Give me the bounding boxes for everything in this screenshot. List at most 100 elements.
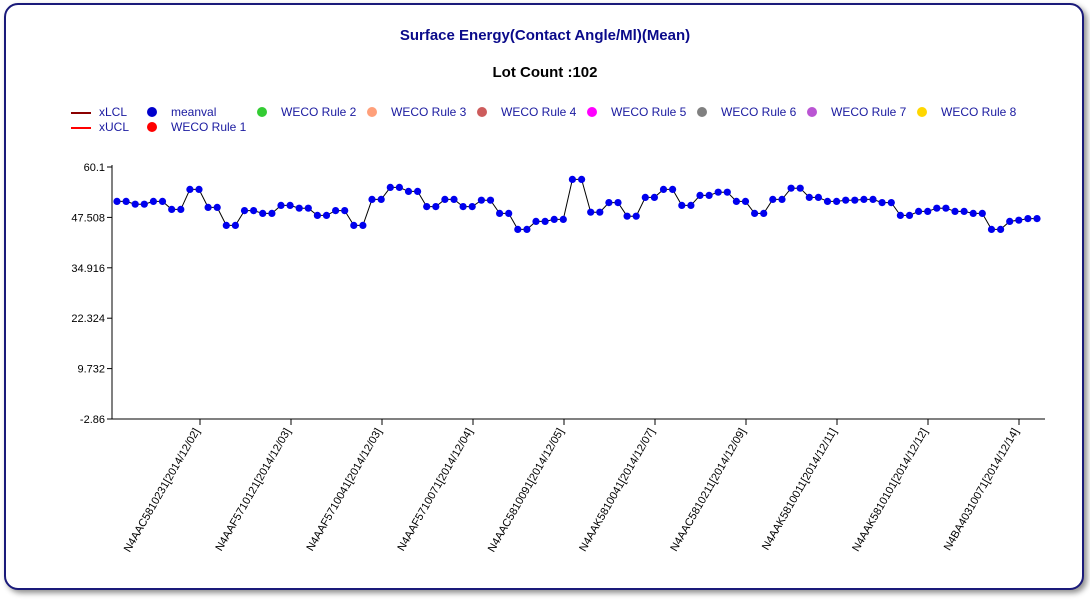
data-point bbox=[386, 183, 394, 191]
legend-line-xucl bbox=[71, 127, 91, 129]
data-point bbox=[523, 225, 531, 233]
data-point bbox=[978, 209, 986, 217]
y-tick-label: -2.86 bbox=[80, 414, 105, 426]
data-point bbox=[769, 195, 777, 203]
data-point bbox=[332, 207, 340, 215]
x-tick-label: N4AAF5710041[2014/12/03] bbox=[304, 427, 384, 554]
data-point bbox=[915, 207, 923, 215]
legend-dot-weco-rule-7 bbox=[807, 107, 817, 117]
legend-label-weco-rule-8: WECO Rule 8 bbox=[941, 105, 1017, 119]
legend-dot-meanval bbox=[147, 107, 157, 117]
data-point bbox=[896, 211, 905, 219]
data-point bbox=[960, 207, 968, 215]
x-tick-label: N4AAK5810011[2014/12/11] bbox=[760, 427, 840, 553]
data-point bbox=[341, 207, 349, 215]
x-tick-label: N4AAK5810101[2014/12/12] bbox=[850, 427, 930, 554]
x-tick-label: N4BA40310071[2014/12/14] bbox=[942, 427, 1022, 553]
data-point bbox=[659, 185, 668, 193]
data-point bbox=[477, 196, 485, 204]
legend-label-meanval: meanval bbox=[171, 105, 217, 119]
data-point bbox=[505, 209, 513, 217]
data-point bbox=[113, 197, 121, 205]
data-point bbox=[240, 207, 249, 215]
data-point bbox=[231, 221, 239, 229]
data-point bbox=[887, 199, 895, 207]
data-point bbox=[796, 184, 804, 192]
legend-label-weco-rule-5: WECO Rule 5 bbox=[611, 105, 687, 119]
y-tick-label: 34.916 bbox=[71, 263, 105, 275]
data-point bbox=[222, 221, 230, 229]
legend-dot-weco-rule-4 bbox=[477, 107, 487, 117]
data-point bbox=[578, 175, 586, 183]
data-point bbox=[823, 197, 832, 205]
legend-dot-weco-rule-6 bbox=[697, 107, 707, 117]
data-point bbox=[924, 207, 932, 215]
data-point bbox=[1015, 216, 1023, 224]
data-point bbox=[587, 208, 595, 216]
data-point bbox=[441, 195, 449, 203]
data-point bbox=[933, 204, 941, 212]
data-point bbox=[851, 196, 859, 204]
data-point bbox=[168, 205, 176, 213]
data-point bbox=[969, 209, 977, 217]
data-point bbox=[140, 200, 148, 208]
data-point bbox=[751, 209, 759, 217]
x-tick-label: N4AAF5710071[2014/12/04] bbox=[395, 427, 475, 554]
data-point bbox=[741, 197, 750, 205]
data-point bbox=[459, 203, 467, 211]
data-point bbox=[568, 175, 577, 183]
data-point bbox=[951, 207, 959, 215]
data-point bbox=[277, 201, 285, 209]
legend-label-xlcl: xLCL bbox=[99, 105, 128, 119]
data-point bbox=[833, 197, 841, 205]
data-point bbox=[423, 203, 431, 211]
data-point bbox=[550, 215, 558, 223]
data-point bbox=[313, 211, 321, 219]
data-point bbox=[486, 196, 495, 204]
data-point bbox=[650, 193, 659, 201]
data-point bbox=[350, 221, 358, 229]
data-point bbox=[1033, 215, 1041, 223]
legend-dot-weco-rule-2 bbox=[257, 107, 267, 117]
series-line bbox=[117, 178, 1037, 230]
legend-label-weco-rule-6: WECO Rule 6 bbox=[721, 105, 797, 119]
data-point bbox=[450, 195, 458, 203]
data-point bbox=[714, 188, 722, 196]
data-point bbox=[295, 204, 303, 212]
data-point bbox=[149, 197, 157, 205]
y-tick-label: 22.324 bbox=[71, 313, 105, 325]
x-tick-label: N4AAC5810211[2014/12/09] bbox=[668, 427, 748, 554]
x-tick-label: N4AAC5810091[2014/12/05] bbox=[486, 427, 567, 555]
data-point bbox=[122, 197, 130, 205]
data-point bbox=[878, 199, 886, 207]
data-point bbox=[304, 204, 312, 212]
data-point bbox=[596, 208, 604, 216]
chart-subtitle: Lot Count :102 bbox=[492, 64, 598, 81]
data-point bbox=[395, 183, 403, 191]
data-point bbox=[195, 185, 203, 193]
data-point bbox=[514, 225, 522, 233]
data-point bbox=[496, 209, 504, 217]
data-point bbox=[322, 211, 331, 219]
data-point bbox=[842, 196, 850, 204]
data-point bbox=[204, 203, 212, 211]
data-point bbox=[177, 205, 185, 213]
data-point bbox=[869, 195, 877, 203]
chart-frame bbox=[4, 3, 1084, 590]
legend-dot-weco-rule-3 bbox=[367, 107, 377, 117]
y-tick-label: 47.508 bbox=[71, 212, 105, 224]
data-point bbox=[359, 221, 367, 229]
x-tick-label: N4AAK5810041[2014/12/07] bbox=[577, 427, 657, 554]
data-point bbox=[432, 203, 440, 211]
data-point bbox=[614, 199, 622, 207]
legend-label-weco-rule-3: WECO Rule 3 bbox=[391, 105, 467, 119]
data-point bbox=[541, 217, 549, 225]
data-point bbox=[1024, 215, 1032, 223]
data-point bbox=[760, 209, 768, 217]
data-point bbox=[987, 225, 996, 233]
data-point bbox=[368, 195, 376, 203]
legend-label-weco-rule-2: WECO Rule 2 bbox=[281, 105, 357, 119]
data-point bbox=[814, 193, 823, 201]
data-point bbox=[559, 215, 567, 223]
